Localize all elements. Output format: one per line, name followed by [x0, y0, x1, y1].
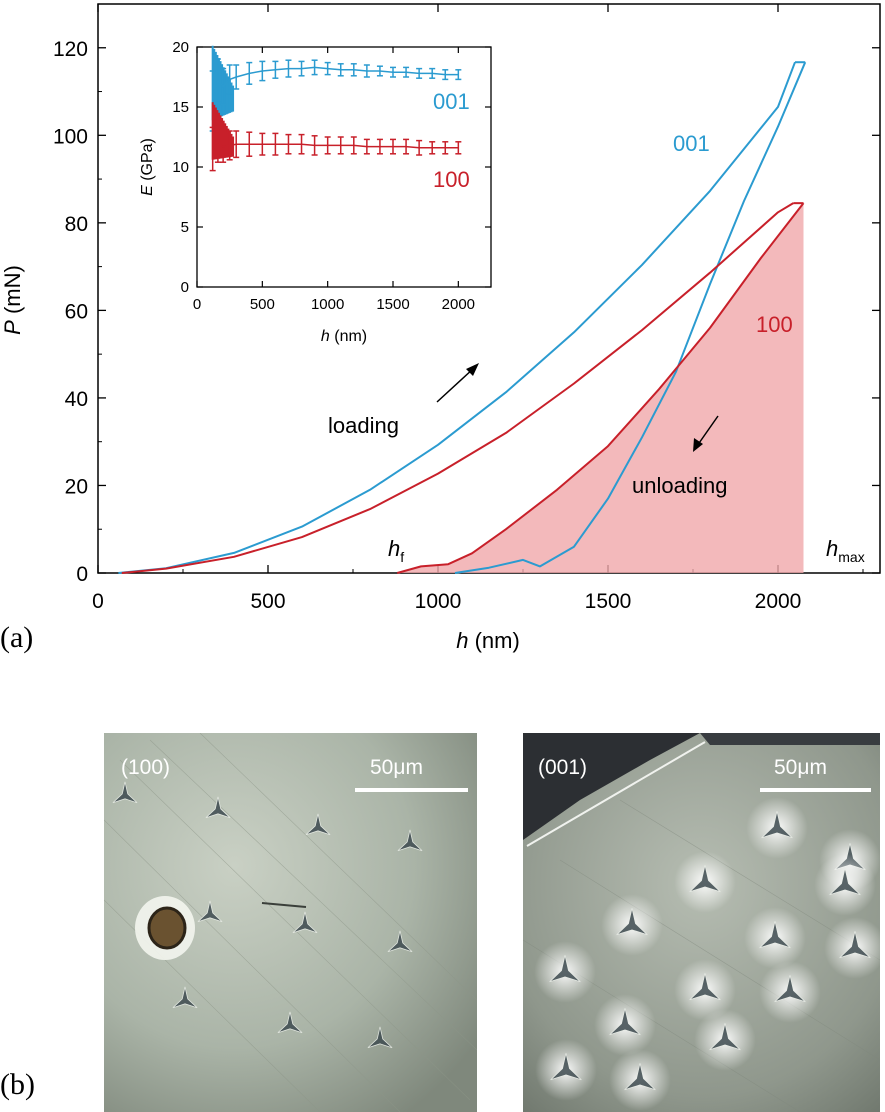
indent-001 [761, 811, 793, 839]
micrograph-100-scratches [104, 733, 477, 1112]
label-100: 100 [756, 312, 793, 337]
micrograph-100-fiber [261, 902, 307, 908]
inset-y-tick-label: 15 [172, 99, 189, 116]
indent-001 [709, 1023, 741, 1051]
indent-100 [367, 1026, 393, 1049]
indent-100 [172, 986, 198, 1009]
main-y-tick-label: 120 [53, 38, 88, 61]
series-line-001-loading [118, 61, 796, 574]
series-line-001-unloading [454, 61, 807, 574]
inset-x-tick-label: 1500 [376, 296, 409, 313]
inset-label-100: 100 [433, 167, 470, 192]
inset-series [209, 45, 462, 172]
loading-arrow-head [466, 363, 479, 376]
main-y-tick-label: 20 [65, 475, 88, 498]
main-x-axis-label: h (nm) [456, 628, 520, 653]
panel-a-label: (a) [0, 621, 33, 654]
series-line-100-unloading [396, 202, 805, 574]
micrograph-001-label: (001) [538, 756, 587, 779]
inset-x-axis-label: h (nm) [321, 328, 367, 345]
main-y-tick-label: 0 [76, 563, 88, 586]
micrograph-001-dark-corner [523, 733, 700, 840]
label-001: 001 [673, 131, 710, 156]
indent-100 [387, 930, 413, 953]
micrograph-100-label: (100) [121, 756, 170, 779]
micrograph-100-particle [147, 906, 187, 950]
inset-y-axis-label: E (GPa) [139, 138, 156, 196]
indent-100 [112, 781, 138, 804]
indent-100 [197, 900, 223, 923]
series-line-100-loading [121, 202, 794, 574]
inset-x-tick-label: 1000 [311, 296, 344, 313]
main-x-tick-label: 1500 [585, 590, 632, 613]
indent-001 [624, 1063, 656, 1091]
h-f-label: hf [388, 536, 404, 565]
main-y-axis-label: P (mN) [0, 265, 25, 335]
indent-001 [839, 931, 871, 959]
main-x-tick-label: 1000 [415, 590, 462, 613]
inset-y-tick-label: 10 [172, 159, 189, 176]
indent-001 [616, 908, 648, 936]
inset-line-100 [212, 143, 459, 150]
inset-label-001: 001 [433, 89, 470, 114]
unloading-area-100 [397, 203, 804, 573]
inset-y-tick-label: 0 [181, 279, 189, 296]
main-series-lines [118, 61, 807, 574]
indent-100 [397, 829, 423, 852]
micrograph-100-indents [112, 781, 423, 1049]
micrograph-001-dark-edge [700, 733, 880, 745]
unloading-label: unloading [632, 473, 727, 498]
micrograph-001-indents [534, 797, 880, 1111]
main-x-tick-label: 0 [92, 590, 104, 613]
main-x-tick-label: 500 [250, 590, 285, 613]
micrograph-100-scale-text: 50μm [370, 756, 423, 779]
inset-x-tick-label: 500 [250, 296, 275, 313]
indent-001 [774, 975, 806, 1003]
inset-line-001 [211, 66, 459, 102]
indent-100 [292, 911, 318, 934]
micrograph-001-edge-highlight [526, 741, 706, 847]
micrograph-001-scale-text: 50μm [774, 756, 827, 779]
indent-001 [550, 1053, 582, 1081]
loading-label: loading [328, 413, 399, 438]
indent-001 [609, 1008, 641, 1036]
indent-100 [205, 796, 231, 819]
inset-plot-frame [196, 46, 492, 288]
loading-arrow-line [436, 367, 475, 403]
main-y-tick-label: 80 [65, 213, 88, 236]
main-x-tick-label: 2000 [755, 590, 802, 613]
indent-100 [305, 813, 331, 836]
indent-001 [829, 868, 861, 896]
indent-100 [277, 1011, 303, 1034]
inset-axis-ticks: 0 500 1000 1500 2000 0 5 10 15 20 [172, 39, 491, 313]
main-y-tick-label: 60 [65, 300, 88, 323]
unloading-work-fill [397, 203, 804, 573]
panel-b-label: (b) [0, 1068, 35, 1101]
inset-x-tick-label: 0 [193, 296, 201, 313]
indent-001 [689, 973, 721, 1001]
micrograph-100: (100) 50μm [104, 733, 477, 1112]
unloading-arrow-head [693, 438, 703, 452]
micrograph-001: (001) 50μm [523, 733, 880, 1112]
main-y-tick-label: 40 [65, 388, 88, 411]
inset-y-tick-label: 5 [181, 219, 189, 236]
inset-y-tick-label: 20 [172, 39, 189, 56]
indent-001 [549, 955, 581, 983]
main-y-tick-label: 100 [53, 125, 88, 148]
indent-001 [759, 921, 791, 949]
unloading-arrow-line [696, 415, 719, 447]
h-max-label: hmax [826, 536, 865, 565]
indent-001 [689, 865, 721, 893]
inset-x-tick-label: 2000 [442, 296, 475, 313]
